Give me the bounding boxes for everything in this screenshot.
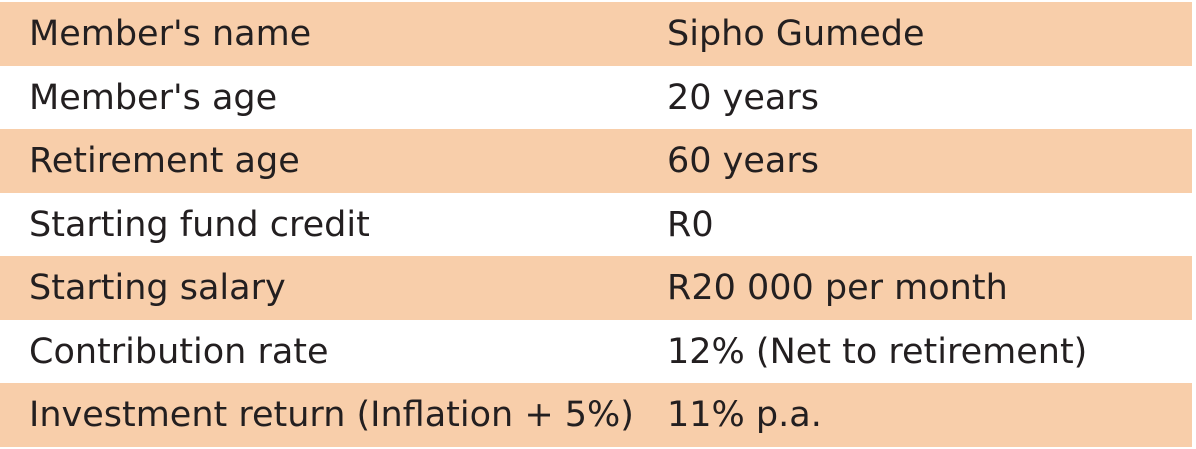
row-label: Starting fund credit — [29, 204, 370, 245]
row-value: R0 — [667, 204, 714, 245]
row-label: Starting salary — [29, 268, 286, 308]
row-value: R20 000 per month — [667, 268, 1008, 308]
row-label: Contribution rate — [29, 331, 329, 372]
row-value: 12% (Net to retirement) — [667, 331, 1088, 372]
table-row-contribution-rate: Contribution rate 12% (Net to retirement… — [0, 321, 1192, 382]
row-label: Investment return (Inflation + 5%) — [29, 395, 634, 435]
row-label: Member's age — [29, 77, 278, 118]
table-row-starting-salary: Starting salary R20 000 per month — [0, 256, 1192, 320]
table-row-starting-fund-credit: Starting fund credit R0 — [0, 194, 1192, 255]
row-value: 60 years — [667, 141, 819, 181]
table-row-retirement-age: Retirement age 60 years — [0, 129, 1192, 193]
table-row-member-age: Member's age 20 years — [0, 67, 1192, 128]
row-value: 11% p.a. — [667, 395, 822, 435]
table-row-member-name: Member's name Sipho Gumede — [0, 2, 1192, 66]
row-label: Retirement age — [29, 141, 300, 181]
row-value: 20 years — [667, 77, 819, 118]
row-label: Member's name — [29, 14, 312, 54]
table-row-investment-return: Investment return (Inflation + 5%) 11% p… — [0, 383, 1192, 447]
row-value: Sipho Gumede — [667, 14, 925, 54]
